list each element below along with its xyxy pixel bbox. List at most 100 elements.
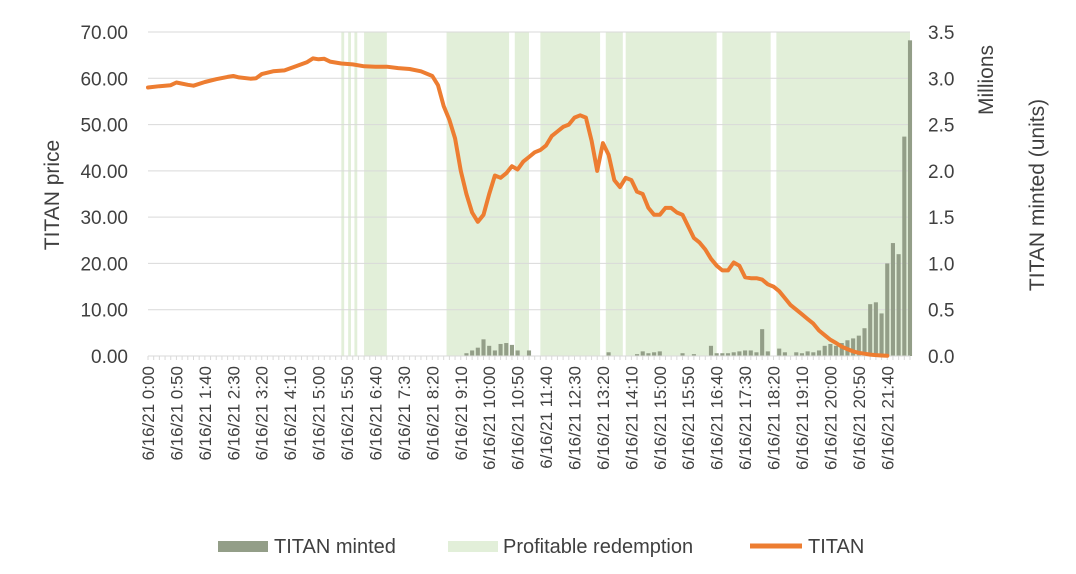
profitable-band-1: [348, 32, 352, 356]
minted-bar: [526, 350, 532, 356]
minted-bars: [464, 40, 913, 357]
minted-bar: [822, 345, 827, 356]
x-tick-label: 6/16/21 18:20: [765, 366, 784, 470]
y-axis-title: TITAN price: [41, 140, 64, 250]
x-tick-labels: 6/16/21 0:00 6/16/21 0:50 6/16/21 1:40 6/16…: [139, 366, 897, 470]
minted-bar: [890, 243, 895, 356]
y-tick-label: 40.00: [80, 162, 128, 183]
minted-bar: [851, 338, 856, 356]
x-tick-label: 6/16/21 10:50: [509, 366, 528, 470]
minted-bar: [504, 343, 509, 356]
y-tick-label: 10.00: [80, 301, 128, 322]
y-tick-label: 20.00: [80, 254, 128, 275]
minted-bar: [748, 350, 753, 356]
minted-bar: [475, 347, 480, 356]
minted-bar: [606, 352, 611, 356]
minted-bar: [907, 40, 913, 357]
minted-bar: [743, 350, 748, 356]
profitable-band-9: [722, 32, 771, 356]
minted-bar: [492, 350, 497, 356]
x-tick-label: 6/16/21 16:40: [708, 366, 727, 470]
right-y-tick-labels: 0.0 0.5 1.0 1.5 2.0 2.5 3.0 3.5: [928, 23, 954, 368]
minted-bar: [720, 353, 725, 356]
minted-bar: [885, 263, 890, 356]
x-tick-label: 6/16/21 1:40: [196, 366, 215, 461]
minted-bar: [862, 328, 867, 356]
profitable-band-5: [514, 32, 529, 356]
legend: TITAN minted Profitable redemption TITAN: [218, 536, 864, 558]
minted-bar: [896, 254, 901, 356]
minted-bar: [828, 343, 833, 356]
minted-bar: [754, 352, 759, 356]
minted-bar: [634, 354, 640, 356]
legend-label-titan: TITAN: [808, 536, 864, 558]
minted-bar: [487, 345, 492, 356]
profitable-band-0: [341, 32, 345, 356]
x-tick-label: 6/16/21 20:50: [850, 366, 869, 470]
x-tick-label: 6/16/21 8:20: [423, 366, 442, 461]
left-y-tick-labels: 0.00 10.00 20.00 30.00 40.00 50.00 60.00 70.00: [80, 23, 128, 368]
minted-bar: [646, 353, 651, 356]
minted-bar: [498, 343, 503, 356]
minted-bar: [708, 345, 714, 356]
y-tick-label: 0.00: [91, 347, 128, 368]
minted-bar: [794, 352, 799, 356]
minted-bar: [879, 313, 884, 356]
x-tick-label: 6/16/21 5:50: [338, 366, 357, 461]
y2-tick-label: 1.0: [928, 254, 954, 275]
x-tick-label: 6/16/21 17:30: [736, 366, 755, 470]
x-tick-label: 6/16/21 13:20: [594, 366, 613, 470]
x-tick-label: 6/16/21 3:20: [253, 366, 272, 461]
x-tick-label: 6/16/21 5:00: [310, 366, 329, 461]
y-tick-label: 50.00: [80, 116, 128, 137]
x-tick-label: 6/16/21 9:10: [452, 366, 471, 461]
profitable-band-7: [605, 32, 623, 356]
minted-bar: [714, 353, 719, 356]
minted-bar: [470, 350, 475, 356]
legend-label-profitable-redemption: Profitable redemption: [503, 536, 693, 558]
minted-bar: [777, 348, 782, 356]
x-tick-label: 6/16/21 12:30: [566, 366, 585, 470]
y2-tick-label: 3.0: [928, 69, 954, 90]
legend-swatch-profitable-redemption: [448, 541, 498, 552]
x-tick-label: 6/16/21 15:00: [651, 366, 670, 470]
x-tick-label: 6/16/21 4:10: [281, 366, 300, 461]
x-tick-label: 6/16/21 0:00: [139, 366, 158, 461]
x-tick-label: 6/16/21 11:40: [537, 366, 556, 469]
minted-bar: [799, 353, 805, 356]
x-minor-ticks: [147, 356, 911, 360]
x-tick-label: 6/16/21 2:30: [224, 366, 243, 461]
minted-bar: [805, 351, 810, 356]
minted-bar: [657, 351, 662, 356]
minted-bar: [856, 335, 861, 356]
minted-bar: [515, 350, 520, 356]
minted-bar: [765, 351, 770, 356]
minted-bar: [834, 345, 839, 356]
x-tick-label: 6/16/21 0:50: [167, 366, 186, 461]
minted-bar: [481, 339, 486, 356]
minted-bar: [816, 350, 822, 356]
y-tick-label: 70.00: [80, 23, 128, 44]
legend-label-titan-minted: TITAN minted: [274, 536, 396, 558]
y2-tick-label: 2.0: [928, 162, 954, 183]
minted-bar: [509, 344, 514, 356]
x-tick-label: 6/16/21 21:40: [878, 366, 897, 470]
profitable-band-3: [364, 32, 387, 356]
x-tick-label: 6/16/21 14:10: [622, 366, 641, 470]
gridlines: [148, 31, 910, 311]
x-tick-label: 6/16/21 19:10: [793, 366, 812, 470]
x-tick-label: 6/16/21 15:50: [679, 366, 698, 470]
minted-bar: [868, 304, 873, 356]
minted-bar: [839, 343, 844, 356]
minted-bar: [691, 354, 696, 356]
minted-bar: [902, 136, 907, 356]
minted-bar: [811, 352, 816, 356]
y-tick-label: 30.00: [80, 208, 128, 229]
minted-bar: [760, 329, 765, 356]
x-tick-label: 6/16/21 20:00: [821, 366, 840, 470]
y2-axis-title: TITAN minted (units): [1026, 99, 1049, 291]
x-tick-label: 6/16/21 10:00: [480, 366, 499, 470]
y2-tick-label: 0.0: [928, 347, 954, 368]
titan-price-line: [146, 56, 890, 358]
minted-bar: [640, 351, 645, 356]
